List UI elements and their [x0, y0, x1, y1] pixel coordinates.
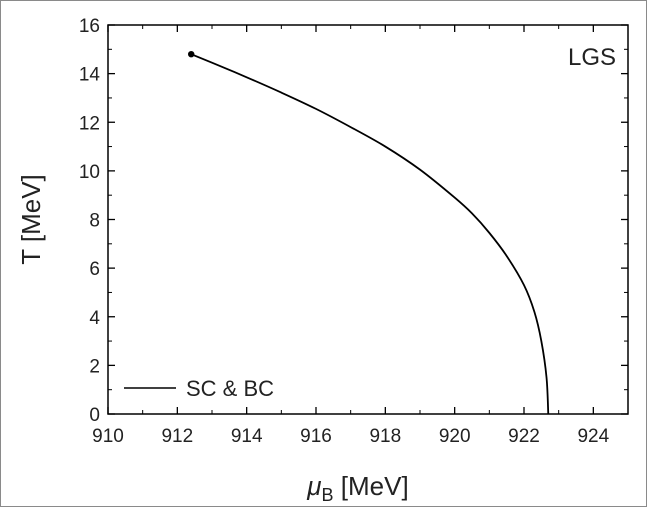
y-tick-label: 4 [89, 308, 100, 329]
y-tick-label: 2 [89, 356, 100, 377]
axis-ticks [107, 24, 628, 415]
legend-label: SC & BC [186, 376, 274, 401]
x-tick-label: 916 [300, 426, 332, 447]
y-tick-label: 8 [89, 211, 100, 232]
plot-area [107, 24, 629, 415]
series-line [190, 53, 550, 415]
y-tick-label: 16 [79, 16, 100, 37]
series-layer [188, 50, 550, 415]
legend: SC & BC [124, 376, 274, 401]
x-tick-label: 922 [508, 426, 540, 447]
x-axis-symbol: μ [306, 471, 321, 501]
x-axis-unit: [MeV] [334, 471, 409, 501]
annotation-label: LGS [568, 44, 616, 71]
y-tick-label: 10 [79, 162, 100, 183]
x-tick-label: 924 [577, 426, 609, 447]
x-axis-title: μB [MeV] [306, 471, 408, 505]
x-tick-label: 910 [92, 426, 124, 447]
critical-end-point [188, 50, 195, 58]
x-tick-label: 914 [231, 426, 263, 447]
plot-border [107, 24, 629, 415]
y-axis-title: T [MeV] [16, 174, 46, 265]
x-tick-label: 918 [369, 426, 401, 447]
y-tick-label: 6 [89, 259, 100, 280]
x-tick-label: 920 [439, 426, 471, 447]
x-tick-label: 912 [161, 426, 193, 447]
tick-labels: 910 912 914 916 918 920 922 924 0 2 4 6 8 10 12 14 16 [79, 16, 610, 447]
y-tick-label: 0 [89, 405, 100, 426]
y-tick-label: 12 [79, 113, 100, 134]
y-tick-label: 14 [79, 65, 101, 86]
x-axis-subscript: B [322, 485, 334, 505]
